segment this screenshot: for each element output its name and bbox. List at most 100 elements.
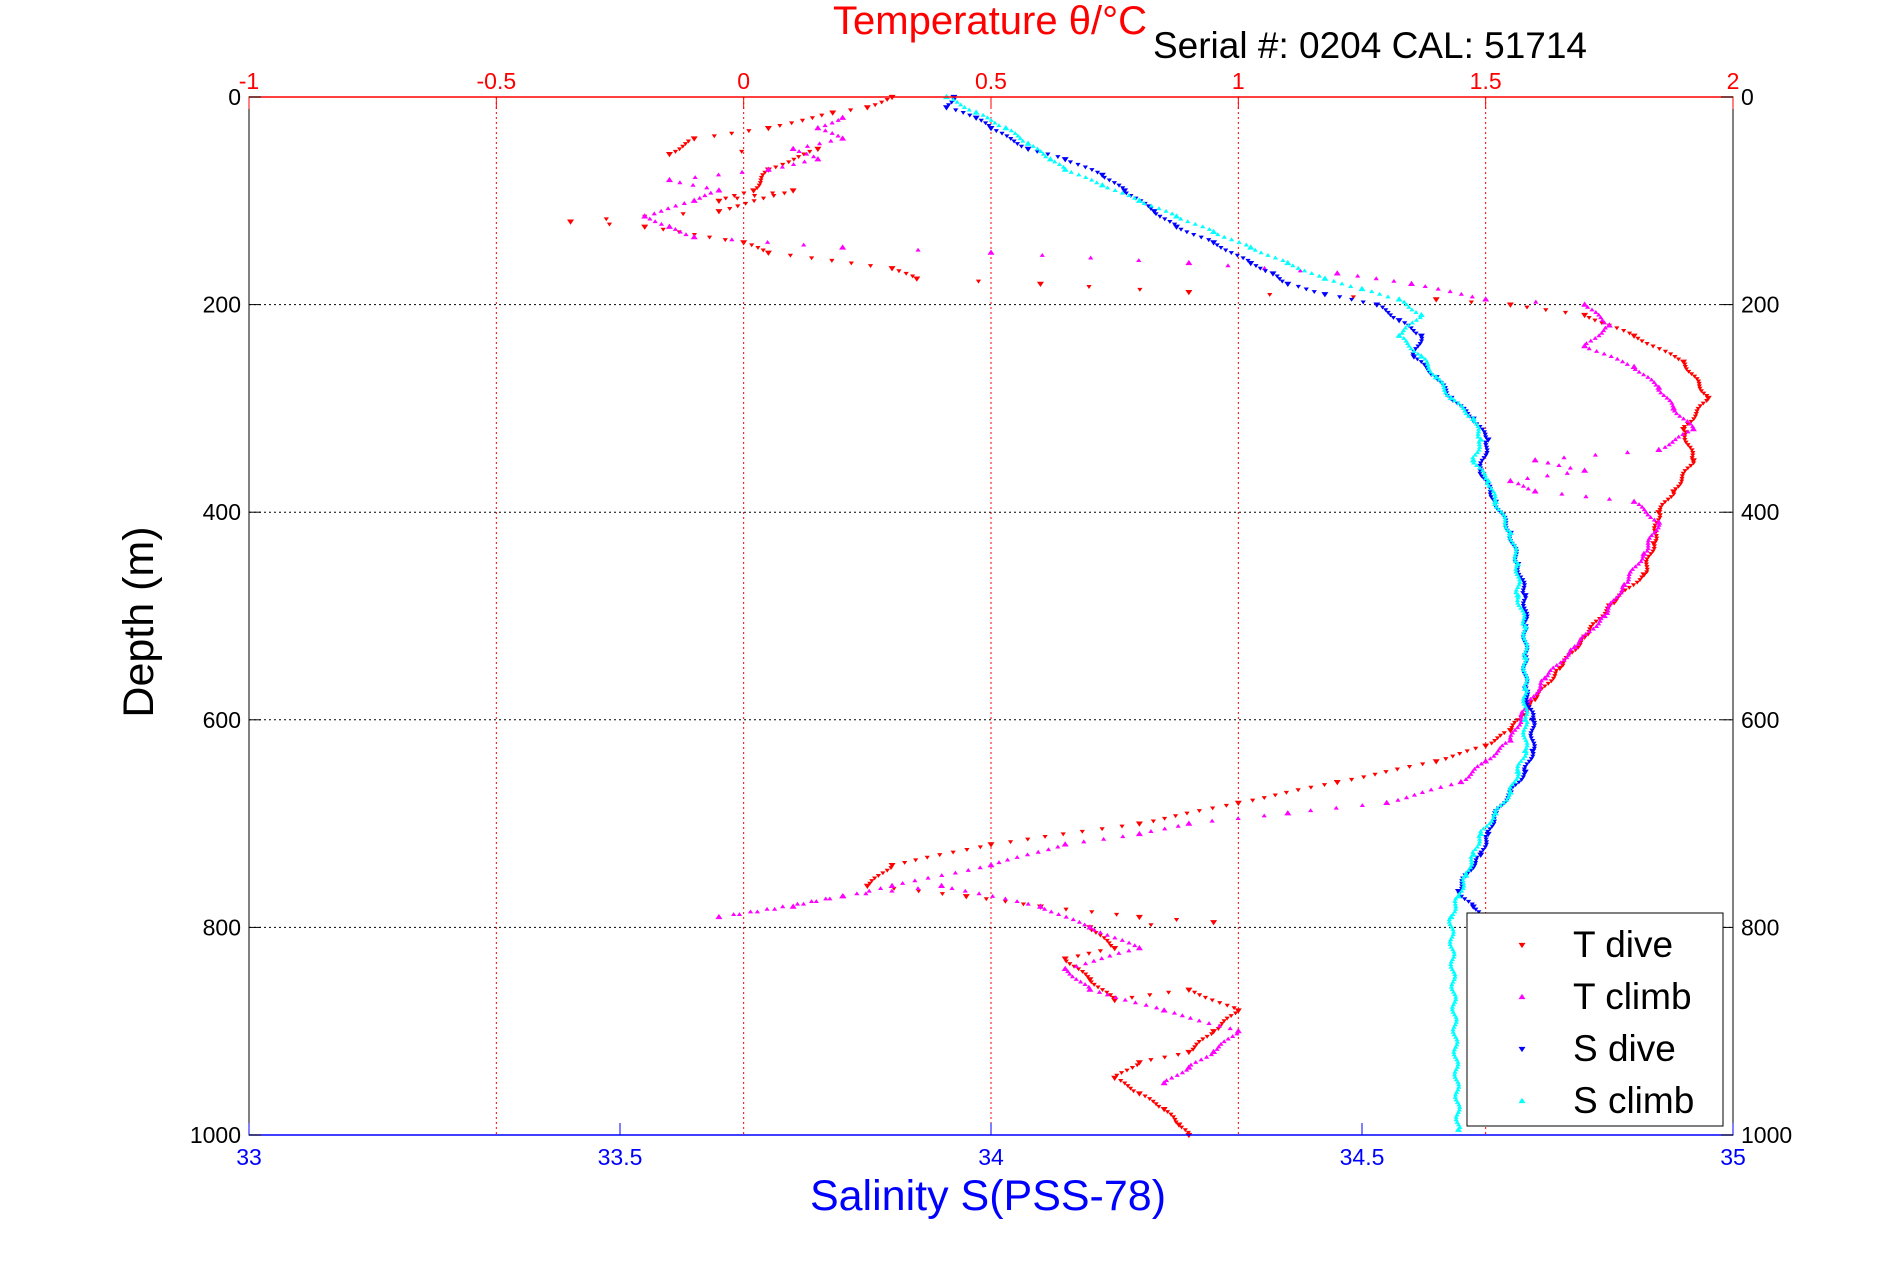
tick-label-depth-right: 800 (1741, 914, 1779, 940)
data-point (1507, 735, 1513, 740)
data-point (1511, 779, 1517, 784)
data-point (1333, 779, 1341, 786)
data-point (1184, 1067, 1190, 1072)
data-point (1672, 354, 1678, 359)
data-point (1462, 897, 1468, 902)
data-point (1601, 328, 1607, 333)
data-point (1528, 733, 1534, 738)
data-point (1545, 681, 1551, 686)
data-point (680, 212, 686, 217)
data-point (1468, 854, 1474, 859)
data-point (1185, 1049, 1193, 1056)
data-point (1616, 592, 1622, 597)
tick-label-temperature: -1 (239, 68, 259, 94)
data-point (1512, 720, 1518, 725)
data-point (1111, 1075, 1119, 1082)
data-point (760, 173, 766, 178)
data-point (1088, 255, 1094, 260)
data-point (1518, 712, 1524, 717)
data-point (787, 253, 793, 258)
data-point (1348, 777, 1355, 782)
data-point (1694, 409, 1700, 414)
data-point (1410, 352, 1416, 357)
data-point (1135, 1060, 1143, 1066)
data-point (816, 141, 823, 146)
data-point (1681, 425, 1688, 429)
tick-label-salinity: 33.5 (598, 1144, 643, 1170)
data-point (1521, 767, 1527, 772)
data-point (1646, 554, 1652, 559)
data-point (1280, 258, 1286, 263)
legend-label: S climb (1573, 1080, 1694, 1121)
data-point (1608, 600, 1614, 605)
data-point (780, 904, 786, 909)
data-point (1046, 156, 1054, 162)
data-point (1417, 333, 1425, 339)
data-point (954, 99, 960, 104)
data-point (1482, 296, 1490, 302)
data-point (1215, 1027, 1221, 1031)
data-point (1586, 629, 1593, 634)
data-point (866, 888, 872, 893)
data-point (1502, 522, 1508, 527)
data-point (1521, 713, 1527, 717)
data-point (1449, 982, 1455, 987)
data-point (1410, 328, 1417, 333)
data-point (1457, 751, 1463, 756)
data-point (1253, 264, 1259, 269)
data-point (1564, 655, 1570, 660)
data-point (1640, 572, 1648, 578)
data-point (796, 155, 802, 160)
data-point (1683, 367, 1690, 372)
data-point (1454, 888, 1462, 895)
data-point (1068, 169, 1074, 174)
data-point (1550, 665, 1556, 670)
data-point (1284, 259, 1292, 266)
data-point (1483, 476, 1489, 481)
data-point (1331, 278, 1337, 283)
data-point (1514, 560, 1522, 567)
data-point (1309, 271, 1315, 276)
data-point (1390, 316, 1397, 320)
data-point (729, 237, 735, 242)
data-point (1492, 808, 1499, 813)
data-point (1524, 476, 1531, 481)
data-point (1147, 993, 1153, 998)
data-point (811, 154, 817, 159)
data-point (1369, 289, 1375, 294)
data-point (1685, 429, 1691, 434)
data-point (1469, 860, 1475, 865)
data-point (1521, 583, 1528, 588)
data-point (1523, 697, 1530, 702)
data-point (1453, 1114, 1459, 1119)
legend-marker (1518, 1046, 1526, 1053)
data-point (1409, 307, 1415, 312)
data-point (1091, 927, 1097, 932)
data-point (1541, 675, 1549, 681)
data-point (1321, 275, 1329, 281)
data-point (1517, 579, 1523, 584)
data-point (672, 149, 679, 154)
data-point (1070, 917, 1076, 922)
data-point (1284, 281, 1292, 287)
data-point (1135, 945, 1143, 951)
data-point (1452, 901, 1458, 906)
data-point (1659, 502, 1666, 507)
data-point (1173, 1120, 1179, 1125)
data-point (1221, 1019, 1227, 1024)
data-point (888, 882, 896, 888)
data-point (1119, 938, 1125, 942)
data-point (673, 203, 679, 208)
data-point (1073, 976, 1079, 981)
data-point (740, 240, 748, 246)
data-point (1097, 949, 1104, 954)
data-point (1598, 315, 1604, 320)
data-point (603, 217, 609, 222)
data-point (1470, 769, 1476, 774)
data-point (1515, 595, 1521, 600)
data-point (962, 894, 970, 900)
data-point (1450, 929, 1457, 934)
data-point (1492, 491, 1498, 496)
data-point (1034, 149, 1040, 154)
data-point (1480, 847, 1486, 852)
